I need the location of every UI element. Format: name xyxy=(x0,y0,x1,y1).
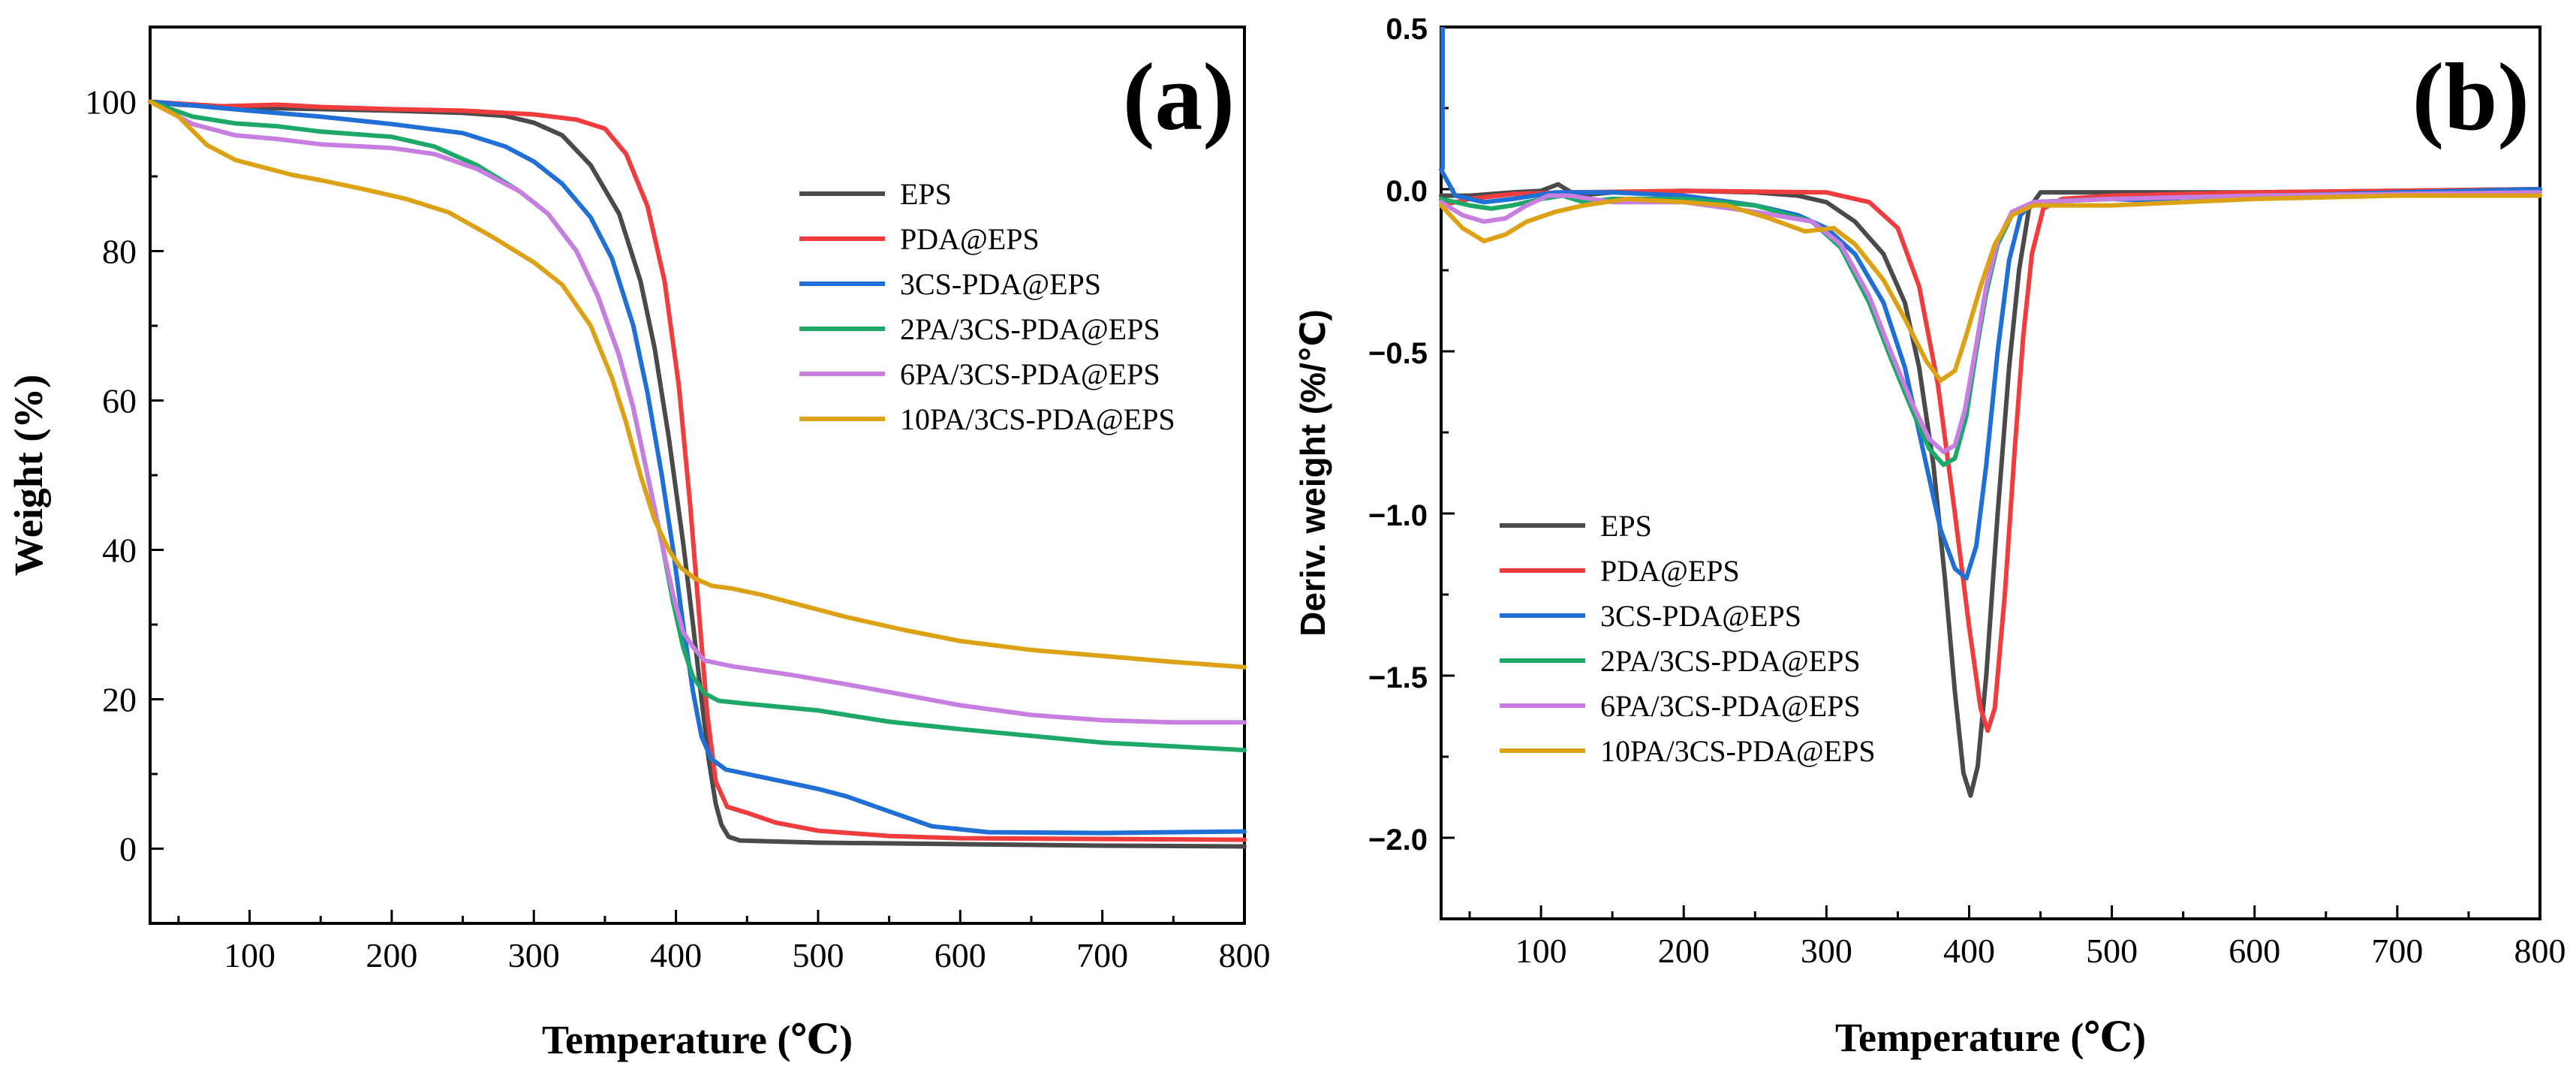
legend-label: EPS xyxy=(1600,509,1652,543)
series-line-10pa-3cs-pda-eps xyxy=(148,99,1247,670)
y-tick-label: −1.5 xyxy=(1368,661,1428,694)
y-tick-label: 0.5 xyxy=(1386,13,1428,46)
panel-a-letter: (a) xyxy=(1123,44,1235,150)
series-line-3cs-pda-eps xyxy=(148,99,1247,836)
panel-b-ticks: 100 200 300 400 500 600 700 800 0.5 0.0 −0.5 −1.0 −1… xyxy=(1368,13,2565,970)
x-tick-label: 400 xyxy=(1943,932,1995,970)
legend-label: EPS xyxy=(900,177,952,211)
x-tick-label: 800 xyxy=(2514,932,2566,970)
y-tick-label: 80 xyxy=(102,233,137,271)
panel-b-x-axis-title: Temperature (℃) xyxy=(1835,1015,2146,1060)
panel-b-frame xyxy=(1440,26,2541,920)
y-tick-label: 100 xyxy=(85,83,137,122)
legend-label: 6PA/3CS-PDA@EPS xyxy=(1600,689,1861,723)
panel-a-ticks: 100 200 300 400 500 600 700 800 0 20 40 60 80 100 xyxy=(85,26,1271,974)
y-tick-label: −0.5 xyxy=(1368,337,1428,370)
y-tick-label: 0.0 xyxy=(1386,175,1428,208)
x-tick-label: 800 xyxy=(1219,936,1271,974)
panel-b-lines xyxy=(1439,27,2542,798)
x-tick-label: 500 xyxy=(792,936,844,974)
series-line-10pa-3cs-pda-eps xyxy=(1439,193,2542,383)
x-tick-label: 100 xyxy=(224,936,275,974)
panel-a-legend: EPS PDA@EPS 3CS-PDA@EPS 2PA/3CS-PDA@EPS 6PA/… xyxy=(799,177,1175,436)
y-tick-label: 0 xyxy=(119,830,137,869)
x-tick-label: 200 xyxy=(1658,932,1710,970)
series-line-6pa-3cs-pda-eps xyxy=(148,99,1247,725)
y-tick-label: 40 xyxy=(102,531,137,570)
legend-label: PDA@EPS xyxy=(1600,554,1740,588)
x-tick-label: 700 xyxy=(2371,932,2423,970)
panel-b-y-axis-title: Deriv. weight (%/℃) xyxy=(1293,309,1332,637)
x-tick-label: 300 xyxy=(508,936,560,974)
legend-label: 2PA/3CS-PDA@EPS xyxy=(900,312,1160,346)
x-tick-label: 300 xyxy=(1801,932,1852,970)
y-tick-label: 60 xyxy=(102,382,137,420)
panel-a: 100 200 300 400 500 600 700 800 0 20 40 60 80 100 EPS… xyxy=(6,26,1271,1062)
legend-label: PDA@EPS xyxy=(900,222,1040,256)
panel-a-lines xyxy=(148,99,1247,849)
legend-label: 10PA/3CS-PDA@EPS xyxy=(900,402,1175,436)
panel-b-legend: EPS PDA@EPS 3CS-PDA@EPS 2PA/3CS-PDA@EPS 6PA/… xyxy=(1500,509,1876,768)
panel-b: 100 200 300 400 500 600 700 800 0.5 0.0 −0.5 −1.0 −1… xyxy=(1293,13,2566,1060)
x-tick-label: 400 xyxy=(650,936,702,974)
panel-a-x-axis-title: Temperature (℃) xyxy=(542,1017,853,1062)
legend-label: 3CS-PDA@EPS xyxy=(900,267,1101,301)
panel-b-letter: (b) xyxy=(2412,44,2529,150)
x-tick-label: 200 xyxy=(366,936,417,974)
legend-label: 6PA/3CS-PDA@EPS xyxy=(900,357,1160,391)
x-tick-label: 600 xyxy=(934,936,986,974)
y-tick-label: −1.0 xyxy=(1368,499,1428,532)
x-tick-label: 600 xyxy=(2228,932,2280,970)
legend-label: 2PA/3CS-PDA@EPS xyxy=(1600,644,1861,678)
series-line-pda-eps xyxy=(148,99,1247,842)
x-tick-label: 700 xyxy=(1076,936,1128,974)
y-tick-label: 20 xyxy=(102,681,137,719)
legend-label: 3CS-PDA@EPS xyxy=(1600,599,1801,633)
x-tick-label: 500 xyxy=(2086,932,2138,970)
y-tick-label: −2.0 xyxy=(1368,824,1428,857)
x-tick-label: 100 xyxy=(1515,932,1567,970)
panel-a-y-axis-title: Weight (%) xyxy=(6,375,51,576)
legend-label: 10PA/3CS-PDA@EPS xyxy=(1600,734,1876,768)
